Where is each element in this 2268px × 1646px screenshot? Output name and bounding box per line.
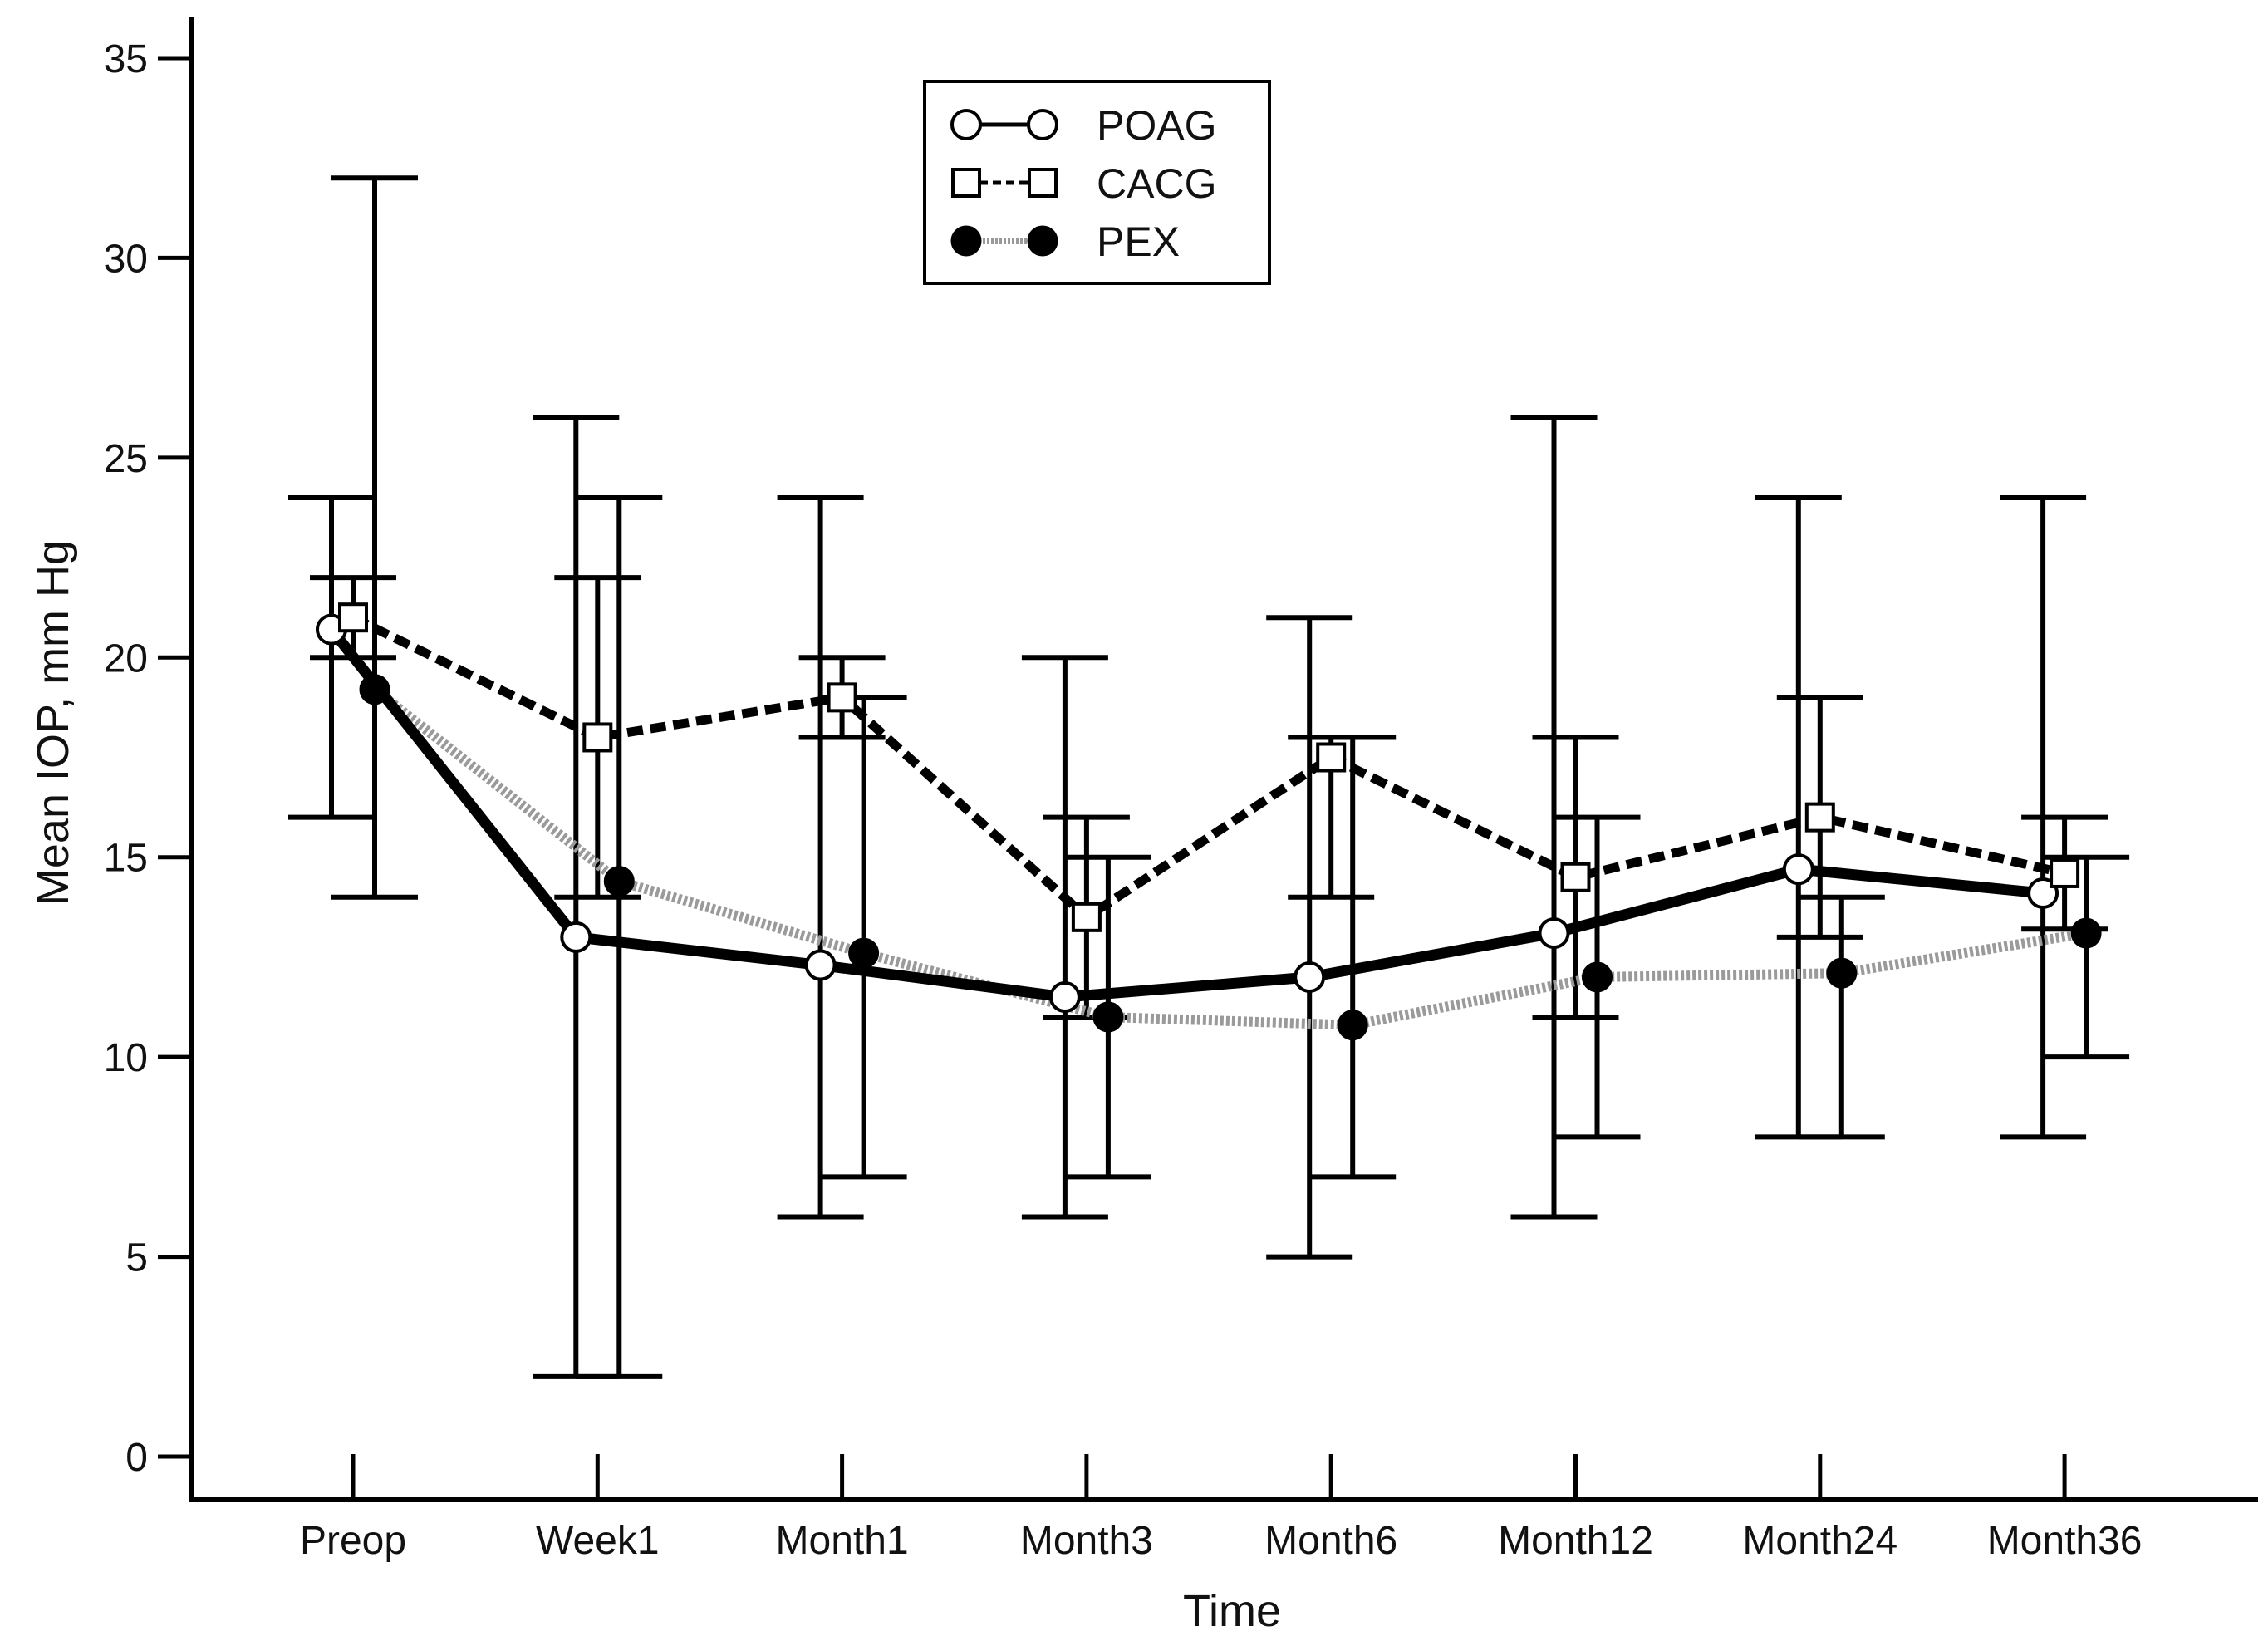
x-tick-label: Month1 bbox=[776, 1519, 909, 1563]
marker-pex bbox=[1582, 961, 1613, 993]
marker-pex bbox=[848, 937, 880, 969]
marker-poag bbox=[1538, 917, 1570, 950]
marker-cacg bbox=[1560, 862, 1591, 892]
y-tick-label: 20 bbox=[104, 636, 148, 681]
y-tick-label: 0 bbox=[125, 1436, 148, 1480]
series-line-poag bbox=[326, 626, 2044, 1003]
axes bbox=[189, 17, 2258, 1502]
error-bars bbox=[288, 175, 2130, 1379]
legend-label-cacg: CACG bbox=[1097, 160, 1216, 207]
y-tick-label: 30 bbox=[104, 237, 148, 281]
marker-pex bbox=[1826, 957, 1858, 989]
legend-marker-pex bbox=[950, 225, 982, 257]
marker-poag bbox=[1294, 961, 1326, 993]
marker-cacg bbox=[1316, 742, 1347, 773]
marker-poag bbox=[560, 921, 592, 953]
legend-label-poag: POAG bbox=[1097, 102, 1216, 149]
x-tick-label: Month3 bbox=[1020, 1519, 1153, 1563]
x-tick-label: Preop bbox=[300, 1519, 406, 1563]
marker-poag bbox=[804, 949, 837, 981]
legend-label-pex: PEX bbox=[1097, 219, 1180, 265]
x-tick-label: Month36 bbox=[1987, 1519, 2143, 1563]
legend: POAG CACG PEX bbox=[923, 80, 1271, 285]
x-tick-label: Week1 bbox=[536, 1519, 660, 1563]
y-tick-label: 25 bbox=[104, 437, 148, 481]
marker-pex bbox=[1092, 1001, 1124, 1033]
marker-cacg bbox=[582, 722, 613, 753]
marker-cacg bbox=[1071, 902, 1102, 932]
marker-pex bbox=[1337, 1010, 1368, 1041]
legend-marker-pex bbox=[1027, 225, 1058, 257]
x-tick-label: Month12 bbox=[1498, 1519, 1653, 1563]
marker-pex bbox=[2070, 917, 2102, 949]
y-ticks: 0 5 10 15 20 25 30 35 bbox=[104, 37, 191, 1480]
x-tick-label: Month6 bbox=[1264, 1519, 1397, 1563]
marker-cacg bbox=[338, 602, 368, 633]
x-axis-title: Time bbox=[1183, 1586, 1281, 1636]
series-lines bbox=[326, 613, 2088, 1030]
y-tick-label: 15 bbox=[104, 837, 148, 881]
y-tick-label: 35 bbox=[104, 37, 148, 81]
marker-cacg bbox=[2050, 857, 2080, 888]
marker-poag bbox=[1048, 981, 1081, 1014]
x-tick-label: Month24 bbox=[1742, 1519, 1897, 1563]
marker-cacg bbox=[827, 682, 857, 713]
x-ticks: Preop Week1 Month1 Month3 Month6 Month12 Month… bbox=[300, 1454, 2143, 1563]
series-markers bbox=[316, 602, 2102, 1041]
y-tick-label: 5 bbox=[125, 1236, 148, 1280]
y-tick-label: 10 bbox=[104, 1036, 148, 1080]
marker-pex bbox=[603, 866, 635, 897]
y-axis-title: Mean IOP, mm Hg bbox=[28, 540, 78, 906]
legend-marker-cacg bbox=[1028, 168, 1058, 198]
marker-poag bbox=[1782, 853, 1814, 886]
legend-marker-poag bbox=[950, 109, 982, 140]
marker-cacg bbox=[1804, 802, 1835, 833]
legend-marker-poag bbox=[1027, 109, 1058, 140]
marker-pex bbox=[359, 674, 390, 705]
legend-marker-cacg bbox=[951, 168, 981, 198]
series-line-cacg bbox=[351, 613, 2066, 923]
